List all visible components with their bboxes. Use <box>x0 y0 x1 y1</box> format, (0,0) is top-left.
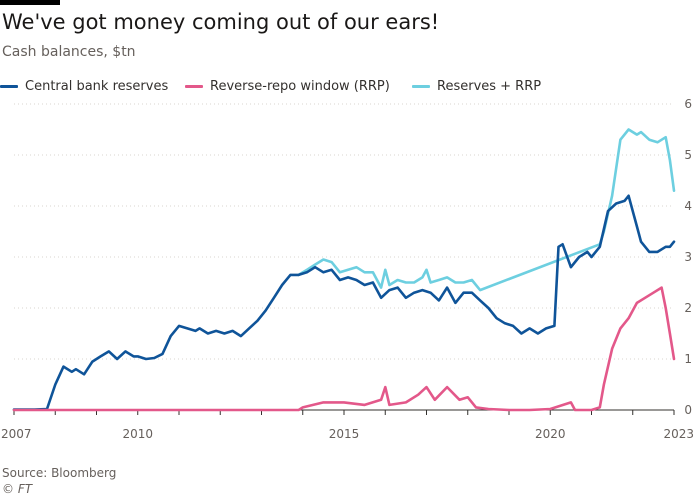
y-tick-label-4: 4 <box>684 199 692 213</box>
y-tick-label-1: 1 <box>684 352 692 366</box>
legend-item-reserves: Central bank reserves <box>0 79 168 94</box>
legend-label-rrp: Reverse-repo window (RRP) <box>210 79 390 94</box>
y-tick-label-0: 0 <box>684 403 692 417</box>
y-tick-label-6: 6 <box>684 97 692 111</box>
series-line-rrp <box>12 286 676 412</box>
y-tick-label-3: 3 <box>684 250 692 264</box>
chart-legend: Central bank reserves Reverse-repo windo… <box>0 79 700 97</box>
source-note: Source: Bloomberg <box>2 466 117 480</box>
legend-item-total: Reserves + RRP <box>412 79 541 94</box>
x-tick-label-2015: 2015 <box>329 427 360 441</box>
legend-item-rrp: Reverse-repo window (RRP) <box>185 79 390 94</box>
chart-subtitle: Cash balances, $tn <box>2 44 136 60</box>
series-line-total <box>297 128 676 292</box>
legend-swatch-rrp <box>185 85 203 88</box>
series-line-reserves <box>12 194 676 411</box>
brand-top-bar <box>0 0 60 5</box>
legend-swatch-total <box>412 85 430 88</box>
x-tick-label-2010: 2010 <box>122 427 153 441</box>
ft-credit: © FT <box>2 482 33 496</box>
x-tick-label-2020: 2020 <box>535 427 566 441</box>
legend-label-total: Reserves + RRP <box>437 79 542 94</box>
legend-label-reserves: Central bank reserves <box>25 79 169 94</box>
x-tick-label-2023: 2023 <box>663 427 694 441</box>
y-tick-label-2: 2 <box>684 301 692 315</box>
x-tick-label-2007: 2007 <box>1 427 32 441</box>
chart-title: We've got money coming out of our ears! <box>2 10 440 34</box>
y-tick-label-5: 5 <box>684 148 692 162</box>
legend-swatch-reserves <box>0 85 18 88</box>
